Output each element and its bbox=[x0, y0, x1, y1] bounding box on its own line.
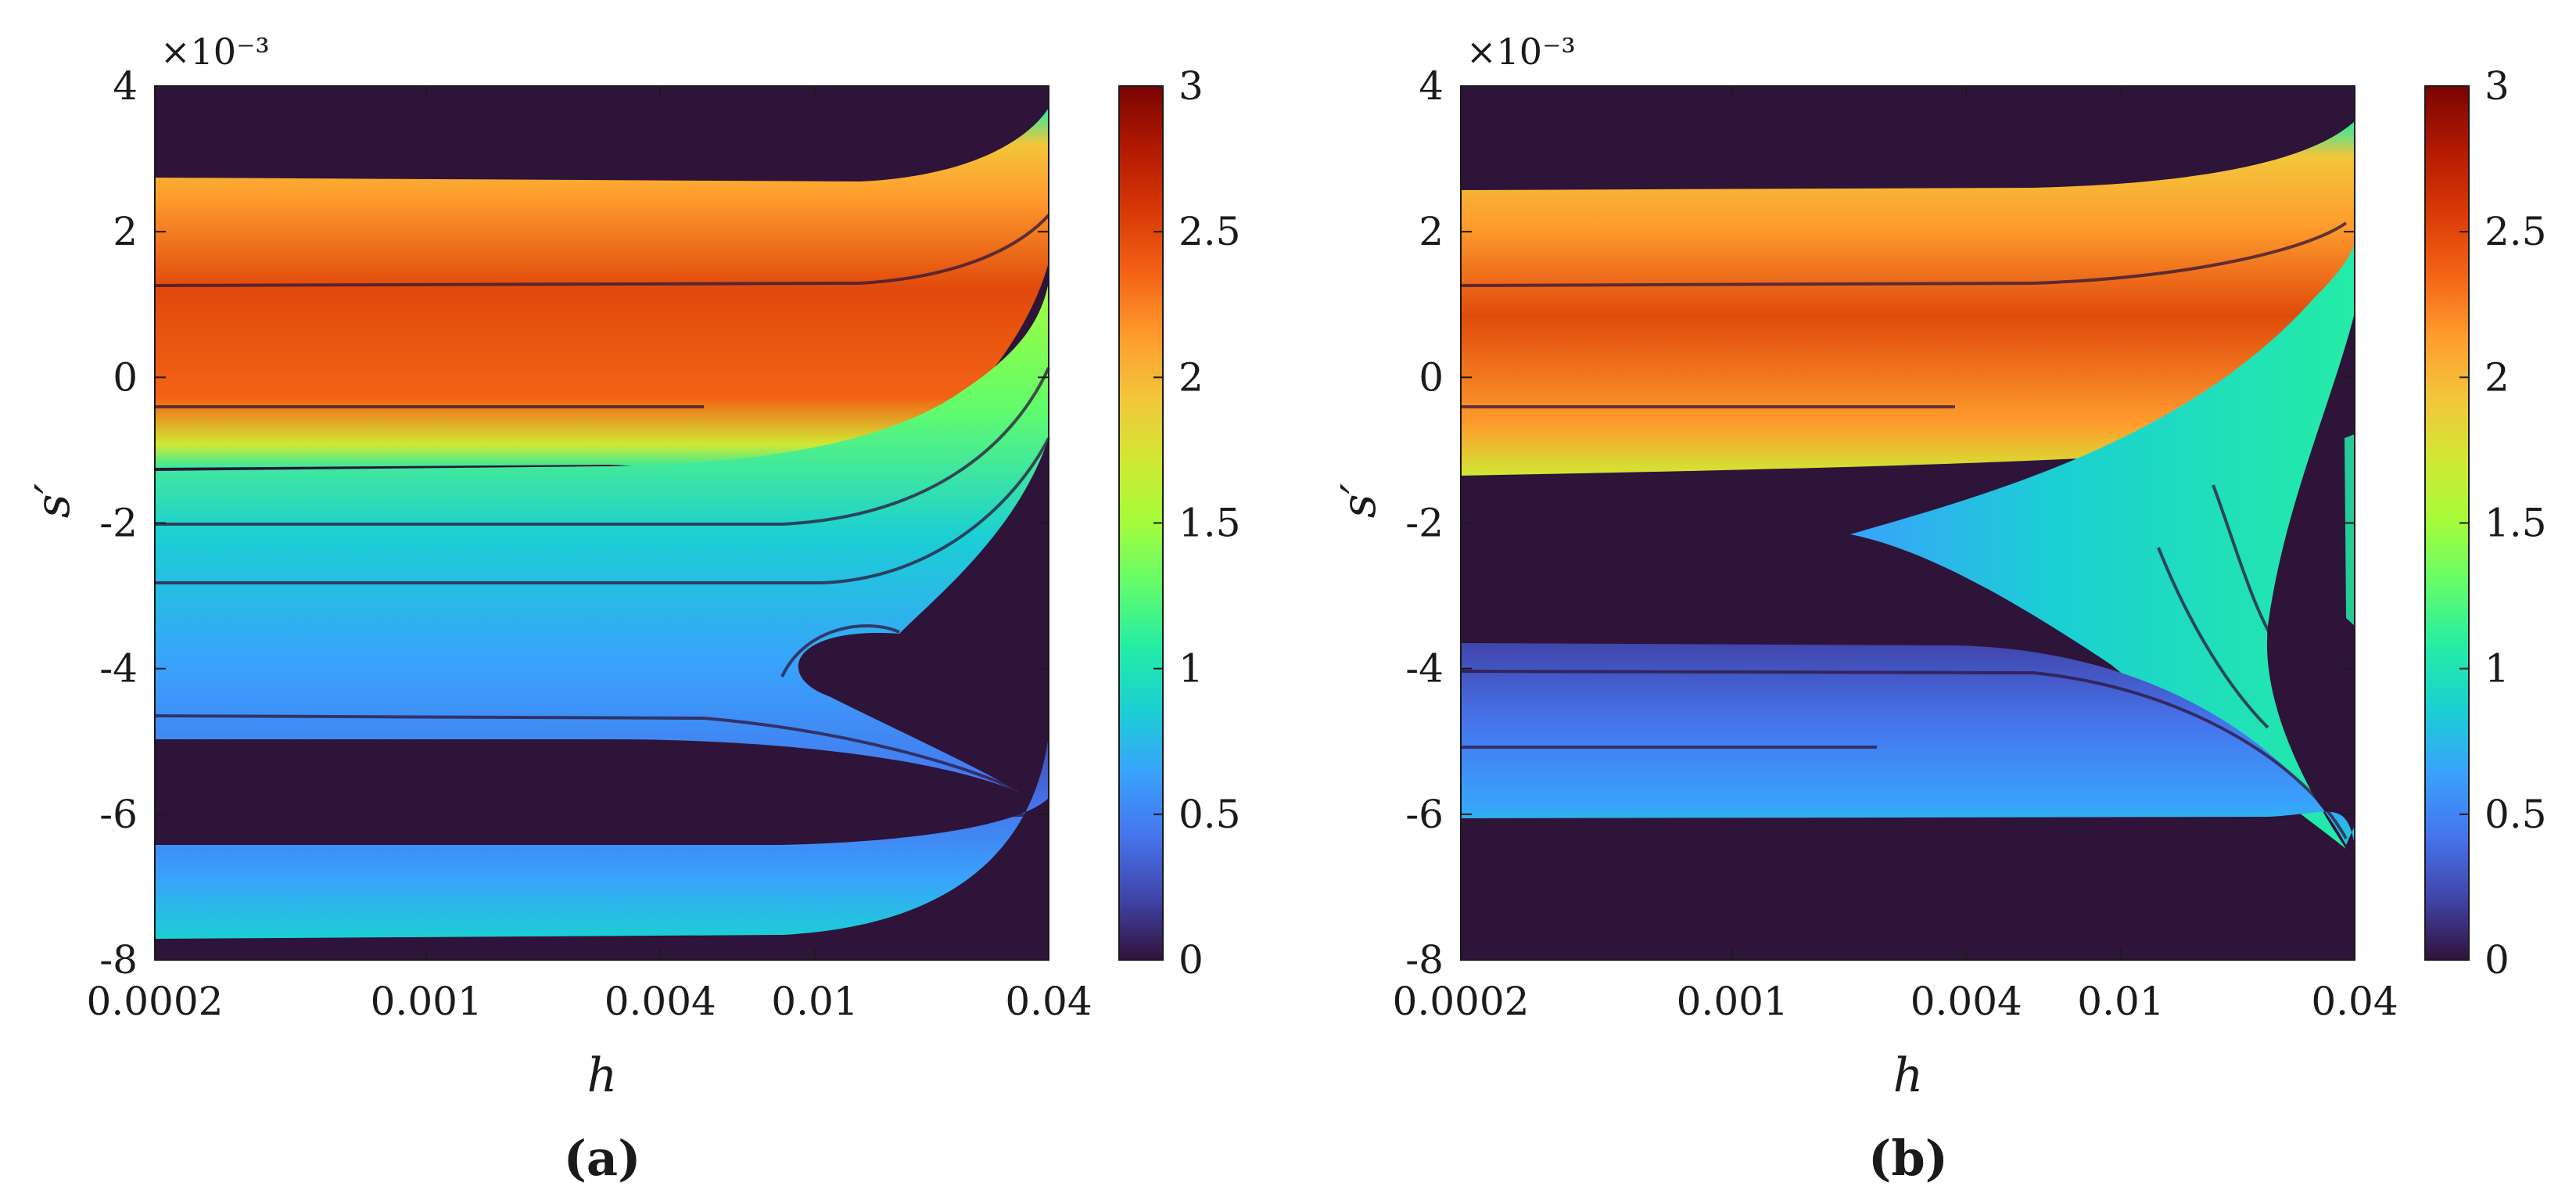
y-multiplier-b: ×10⁻³ bbox=[1466, 31, 1576, 73]
x-tick-label-a: 0.0002 bbox=[87, 979, 224, 1024]
region-upper-band-a bbox=[155, 108, 1049, 470]
region-middle-band-a bbox=[155, 282, 1049, 792]
region-upper-band-b bbox=[1461, 121, 2355, 476]
caption-a: (a) bbox=[564, 1130, 641, 1187]
colorbar-tick-label-b: 0 bbox=[2485, 937, 2510, 983]
colorbar-tick-label-a: 2 bbox=[1179, 354, 1204, 400]
colorbar-tick-label-a: 1.5 bbox=[1179, 501, 1241, 546]
y-tick-label-a: -4 bbox=[99, 646, 138, 692]
x-ticks-b: 0.0002 0.001 0.004 0.01 0.04 bbox=[1393, 86, 2398, 1024]
y-tick-label-a: -8 bbox=[99, 937, 138, 983]
x-axis-label-b: h bbox=[1893, 1048, 1924, 1103]
y-tick-label-b: -4 bbox=[1405, 646, 1444, 692]
colorbar-tick-label-b: 0.5 bbox=[2485, 792, 2547, 837]
heatmap-a bbox=[154, 108, 1050, 939]
y-tick-label-a: -6 bbox=[99, 792, 138, 837]
y-ticks-b: -8 -6 -4 -2 0 2 4 bbox=[1405, 63, 2355, 983]
colorbar-tick-label-b: 2.5 bbox=[2485, 209, 2547, 254]
y-tick-label-a: -2 bbox=[99, 501, 138, 546]
y-multiplier-a: ×10⁻³ bbox=[160, 31, 270, 73]
y-tick-label-b: 4 bbox=[1419, 63, 1444, 109]
colorbar-tick-label-a: 1 bbox=[1179, 646, 1204, 692]
x-axis-label-a: h bbox=[587, 1048, 618, 1103]
colorbar-ticks-a: 0 0.5 1 1.5 2 2.5 3 bbox=[1153, 63, 1241, 983]
colorbar-tick-label-b: 3 bbox=[2485, 63, 2510, 109]
y-tick-label-a: 0 bbox=[113, 354, 138, 400]
y-tick-label-b: -6 bbox=[1405, 792, 1444, 837]
colorbar-ticks-b: 0 0.5 1 1.5 2 2.5 3 bbox=[2459, 63, 2547, 983]
x-tick-label-b: 0.004 bbox=[1910, 979, 2022, 1024]
y-tick-label-b: -2 bbox=[1405, 501, 1444, 546]
panel-a: -8 -6 -4 -2 0 2 4 0.0002 0.001 0.004 0.01 0.04 ×10… bbox=[26, 31, 1241, 1187]
x-tick-label-a: 0.001 bbox=[371, 979, 483, 1024]
heatmap-b bbox=[1460, 121, 2355, 849]
region-lower-band-b bbox=[1461, 643, 2355, 845]
colorbar-tick-label-a: 0.5 bbox=[1179, 792, 1241, 837]
y-tick-label-b: 0 bbox=[1419, 354, 1444, 400]
region-lower-band-a bbox=[155, 735, 1049, 939]
x-tick-label-b: 0.001 bbox=[1677, 979, 1788, 1024]
colorbar-tick-label-b: 1 bbox=[2485, 646, 2510, 692]
colorbar-tick-label-b: 1.5 bbox=[2485, 501, 2547, 546]
y-tick-label-b: 2 bbox=[1419, 209, 1444, 254]
y-tick-label-a: 2 bbox=[113, 209, 138, 254]
streaks-a bbox=[154, 214, 1050, 818]
x-tick-label-a: 0.004 bbox=[605, 979, 716, 1024]
region-wedge-b-tip bbox=[2345, 434, 2355, 626]
caption-b: (b) bbox=[1868, 1130, 1948, 1187]
y-axis-label-b: s′ bbox=[1332, 483, 1387, 518]
x-tick-label-a: 0.04 bbox=[1005, 979, 1092, 1024]
y-axis-label-a: s′ bbox=[26, 483, 81, 518]
panel-b: -8 -6 -4 -2 0 2 4 0.0002 0.001 0.004 0.01 0.04 ×10… bbox=[1332, 31, 2547, 1187]
region-wedge-b bbox=[1850, 243, 2355, 849]
x-tick-label-b: 0.01 bbox=[2077, 979, 2164, 1024]
x-tick-label-b: 0.04 bbox=[2311, 979, 2398, 1024]
streaks-b bbox=[1460, 221, 2348, 839]
x-tick-label-b: 0.0002 bbox=[1393, 979, 1530, 1024]
y-tick-label-b: -8 bbox=[1405, 937, 1444, 983]
x-tick-label-a: 0.01 bbox=[771, 979, 858, 1024]
colorbar-tick-label-a: 3 bbox=[1179, 63, 1204, 109]
colorbar-tick-label-a: 2.5 bbox=[1179, 209, 1241, 254]
y-ticks-a: -8 -6 -4 -2 0 2 4 bbox=[99, 63, 1049, 983]
y-tick-label-a: 4 bbox=[113, 63, 138, 109]
colorbar-tick-label-a: 0 bbox=[1179, 937, 1204, 983]
x-ticks-a: 0.0002 0.001 0.004 0.01 0.04 bbox=[87, 86, 1092, 1024]
colorbar-tick-label-b: 2 bbox=[2485, 354, 2510, 400]
